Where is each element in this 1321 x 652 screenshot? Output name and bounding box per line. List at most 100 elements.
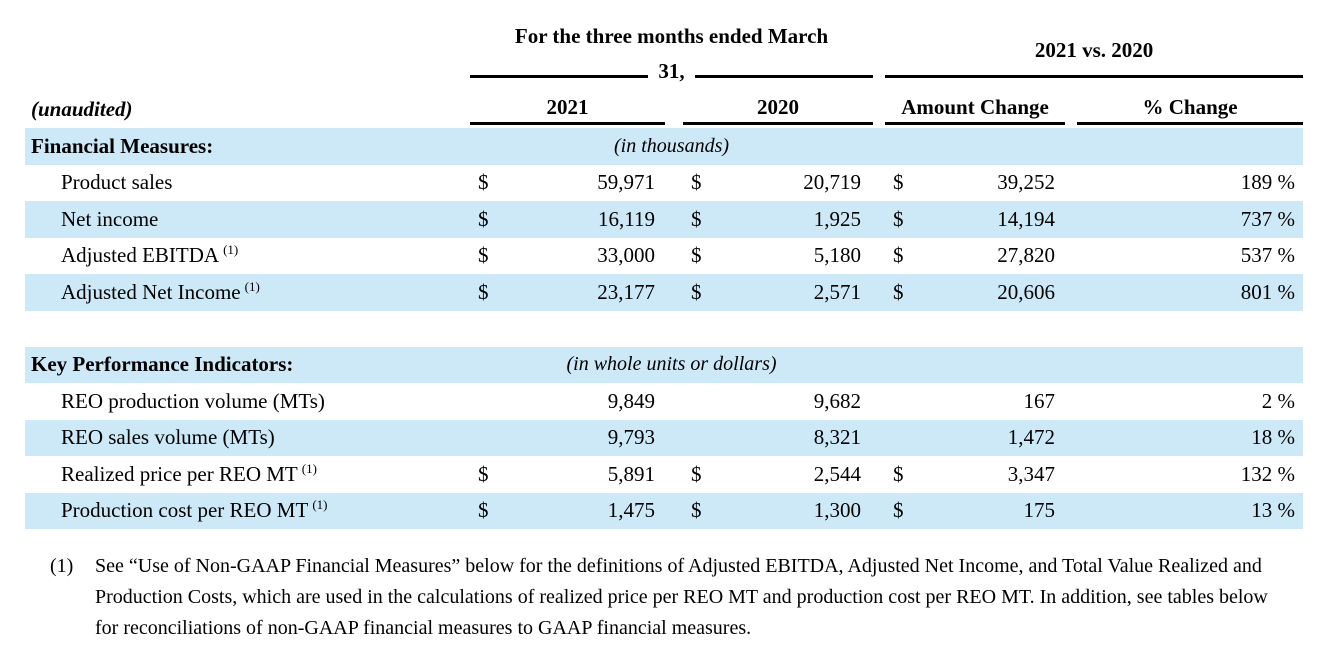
dollar-sign-2021: $ bbox=[478, 170, 489, 195]
value-2020: 5,180 bbox=[813, 243, 862, 268]
row-label: Production cost per REO MT (1) bbox=[25, 493, 470, 530]
footnote-ref: (1) bbox=[301, 460, 317, 476]
section-gap-row bbox=[25, 310, 1304, 347]
section-header-row: Financial Measures: (in thousands) bbox=[25, 128, 1304, 165]
spacer-cell bbox=[665, 493, 683, 530]
table-row: REO production volume (MTs) 9,849 9,682 167… bbox=[25, 383, 1303, 420]
footnote-ref: (1) bbox=[223, 242, 239, 258]
dollar-sign-2021: $ bbox=[478, 461, 489, 486]
value-2020: 1,300 bbox=[813, 498, 862, 523]
spacer-cell bbox=[873, 456, 885, 493]
spacer-cell bbox=[873, 274, 885, 311]
row-label: Realized price per REO MT (1) bbox=[25, 456, 470, 493]
column-header-row: (unaudited) 2021 2020 Amount Change % Ch… bbox=[25, 90, 1304, 125]
spacer-cell bbox=[873, 165, 885, 202]
spacer-cell bbox=[1065, 383, 1077, 420]
header-rule-left-segment bbox=[470, 74, 649, 78]
value-pct-change: 132 % bbox=[1240, 461, 1296, 486]
dollar-sign-amount-change: $ bbox=[893, 498, 904, 523]
value-2021: 33,000 bbox=[597, 243, 655, 268]
value-2020: 2,544 bbox=[813, 461, 862, 486]
dollar-sign-2020: $ bbox=[691, 498, 702, 523]
value-2021: 9,849 bbox=[607, 388, 655, 413]
dollar-sign-2020 bbox=[683, 383, 713, 420]
column-header-2021: 2021 bbox=[470, 90, 665, 125]
row-label: Net income bbox=[25, 201, 470, 238]
spacer-cell bbox=[665, 420, 683, 457]
dollar-sign-2021 bbox=[470, 420, 500, 457]
spacer-cell bbox=[665, 456, 683, 493]
spacer-cell bbox=[873, 347, 1303, 384]
financial-summary-table: For the three months ended March 31, 202… bbox=[25, 20, 1304, 530]
value-pct-change: 801 % bbox=[1240, 279, 1296, 304]
row-label: Adjusted Net Income (1) bbox=[25, 274, 470, 311]
footnote-text: See “Use of Non-GAAP Financial Measures”… bbox=[95, 555, 1268, 639]
footnote: (1) See “Use of Non-GAAP Financial Measu… bbox=[50, 551, 1278, 644]
spacer-cell bbox=[25, 311, 1303, 347]
row-label-text: Product sales bbox=[61, 170, 173, 195]
spacer-cell bbox=[873, 128, 1303, 165]
period-group-line2: 31, bbox=[470, 52, 874, 90]
dollar-sign-amount-change: $ bbox=[893, 461, 904, 486]
dollar-sign-2020 bbox=[683, 420, 713, 457]
value-2020: 1,925 bbox=[813, 206, 862, 231]
dollar-sign-2020: $ bbox=[691, 206, 702, 231]
period-group-line1: For the three months ended March bbox=[514, 24, 829, 48]
header-rule-right-segment bbox=[694, 74, 874, 78]
dollar-sign-amount-change: $ bbox=[893, 170, 904, 195]
value-amount-change: 39,252 bbox=[997, 170, 1056, 195]
row-label-text: Adjusted Net Income bbox=[61, 279, 241, 304]
dollar-sign-amount-change bbox=[885, 420, 915, 457]
spacer-cell bbox=[873, 20, 885, 90]
value-pct-change: 737 % bbox=[1240, 206, 1296, 231]
footnote-marker: (1) bbox=[50, 555, 74, 577]
spacer-cell bbox=[665, 165, 683, 202]
spacer-cell bbox=[665, 383, 683, 420]
row-label: Product sales bbox=[25, 165, 470, 202]
row-label: Adjusted EBITDA (1) bbox=[25, 238, 470, 275]
value-pct-change: 537 % bbox=[1240, 243, 1296, 268]
period-group-line2-text: 31, bbox=[658, 59, 685, 83]
column-header-2020: 2020 bbox=[683, 90, 874, 125]
period-group-header: For the three months ended March 31, bbox=[470, 20, 874, 90]
section-title: Financial Measures: bbox=[31, 133, 214, 158]
section-title: Key Performance Indicators: bbox=[31, 352, 294, 377]
dollar-sign-2021: $ bbox=[478, 206, 489, 231]
table-header: For the three months ended March 31, 202… bbox=[25, 20, 1304, 128]
value-2021: 9,793 bbox=[607, 425, 655, 450]
dollar-sign-amount-change: $ bbox=[893, 279, 904, 304]
value-amount-change: 20,606 bbox=[997, 279, 1056, 304]
value-pct-change: 13 % bbox=[1251, 498, 1296, 523]
spacer-cell bbox=[873, 493, 885, 530]
table-row: REO sales volume (MTs) 9,793 8,321 1,472 18 … bbox=[25, 419, 1304, 457]
value-2020: 2,571 bbox=[813, 279, 862, 304]
spacer-cell bbox=[1065, 165, 1077, 202]
value-amount-change: 1,472 bbox=[1007, 425, 1056, 450]
spacer-cell bbox=[1065, 238, 1077, 275]
table-row: Net income $16,119 $1,925 $14,194 737 % bbox=[25, 201, 1304, 238]
value-2021: 23,177 bbox=[597, 279, 655, 304]
spacer-cell bbox=[1065, 456, 1077, 493]
spacer-cell bbox=[665, 238, 683, 275]
dollar-sign-2020: $ bbox=[691, 243, 702, 268]
value-2020: 9,682 bbox=[813, 388, 862, 413]
value-pct-change: 2 % bbox=[1261, 388, 1296, 413]
row-label-text: Adjusted EBITDA bbox=[61, 243, 220, 268]
value-amount-change: 3,347 bbox=[1007, 461, 1056, 486]
unit-note: (in whole units or dollars) bbox=[566, 353, 777, 376]
dollar-sign-amount-change: $ bbox=[893, 243, 904, 268]
column-header-amount-change: Amount Change bbox=[885, 90, 1066, 125]
row-label: REO production volume (MTs) bbox=[25, 383, 470, 420]
comparison-group-rule bbox=[885, 52, 1304, 90]
value-2021: 59,971 bbox=[597, 170, 655, 195]
footnote-ref: (1) bbox=[244, 278, 260, 294]
value-pct-change: 18 % bbox=[1251, 425, 1296, 450]
value-amount-change: 175 bbox=[1023, 498, 1056, 523]
dollar-sign-amount-change: $ bbox=[893, 206, 904, 231]
row-label-text: Production cost per REO MT bbox=[61, 498, 309, 523]
value-pct-change: 189 % bbox=[1240, 170, 1296, 195]
spacer-cell bbox=[873, 420, 885, 457]
spacer-cell bbox=[873, 238, 885, 275]
spacer-cell bbox=[1065, 493, 1077, 530]
section-header-row: Key Performance Indicators: (in whole uni… bbox=[25, 346, 1304, 384]
